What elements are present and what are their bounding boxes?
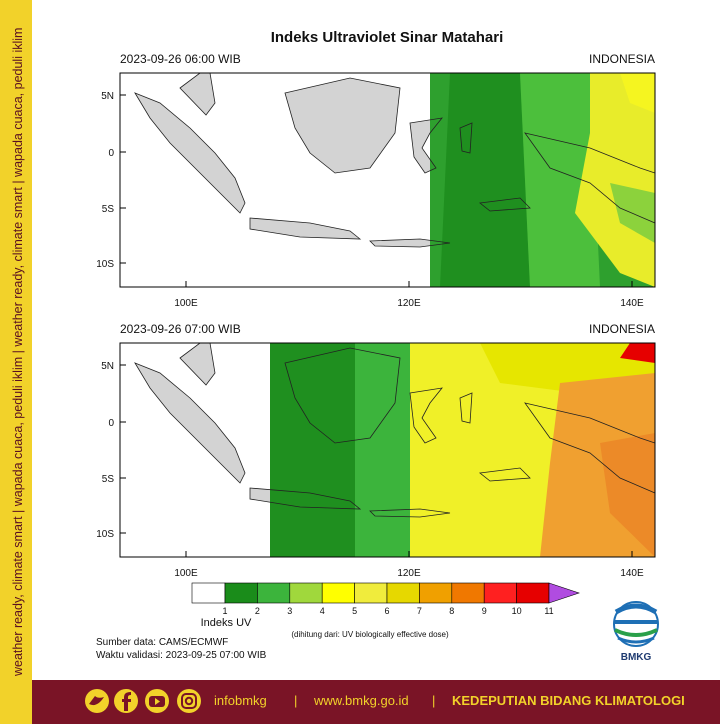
legend-tick-label: 1 xyxy=(222,606,227,616)
lat-tick-label: 10S xyxy=(96,529,114,540)
legend-box xyxy=(386,582,420,604)
valid-time: Waktu validasi: 2023-09-25 07:00 WIB xyxy=(96,650,267,661)
legend-box xyxy=(321,582,355,604)
panel-region: INDONESIA xyxy=(589,52,655,66)
coastline xyxy=(459,392,473,424)
coastline xyxy=(479,467,531,482)
panel-region: INDONESIA xyxy=(589,322,655,336)
title: Indeks Ultraviolet Sinar Matahari xyxy=(271,29,504,46)
footer-website[interactable]: www.bmkg.go.id xyxy=(313,693,409,708)
legend-tick-label: 4 xyxy=(320,606,325,616)
coastline xyxy=(369,238,451,248)
legend-tick-label: 9 xyxy=(482,606,487,616)
lat-tick-label: 5S xyxy=(102,204,115,215)
coastline xyxy=(409,117,443,174)
coastline xyxy=(179,342,216,386)
lat-tick-label: 0 xyxy=(108,418,114,429)
legend-tick-label: 5 xyxy=(352,606,357,616)
land xyxy=(180,73,215,115)
sidebar xyxy=(0,0,32,680)
lat-tick-label: 5N xyxy=(101,361,114,372)
coastline xyxy=(369,508,451,518)
uv-field xyxy=(620,73,655,113)
map-frame xyxy=(119,72,656,288)
legend-box xyxy=(354,582,388,604)
legend-tick-label: 10 xyxy=(512,606,522,616)
uv-field xyxy=(520,73,600,287)
legend-tick-label: 8 xyxy=(449,606,454,616)
lon-tick-label: 120E xyxy=(397,298,421,309)
uv-field xyxy=(440,73,530,287)
legend-box xyxy=(191,582,226,604)
legend-box xyxy=(257,582,291,604)
legend-tick-label: 2 xyxy=(255,606,260,616)
legend-title: Indeks UV xyxy=(201,617,252,629)
social-icons xyxy=(85,689,201,713)
legend-box xyxy=(516,582,550,604)
panels: 5N 0 5S 10S 100E 120E 140E 2023-09-26 06:00 WIB… xyxy=(96,52,656,579)
footer-handle[interactable]: infobmkg xyxy=(214,693,267,708)
footer-separator: | xyxy=(294,693,297,708)
legend-tick-label: 11 xyxy=(544,606,553,616)
legend-box xyxy=(289,582,323,604)
coastline xyxy=(479,197,531,212)
lat-tick-label: 5N xyxy=(101,91,114,102)
land xyxy=(180,343,215,385)
lat-tick-label: 10S xyxy=(96,259,114,270)
coastline xyxy=(134,92,246,214)
panel-datetime: 2023-09-26 07:00 WIB xyxy=(120,322,241,336)
source: Sumber data: CAMS/ECMWF xyxy=(96,637,228,648)
coastline xyxy=(249,217,362,240)
land xyxy=(285,78,400,173)
lon-tick-label: 100E xyxy=(174,568,198,579)
legend-box xyxy=(224,582,258,604)
sidebar-text: weather ready, climate smart | wapada cu… xyxy=(11,28,25,677)
map-panel: 5N 0 5S 10S 100E 120E 140E xyxy=(96,72,656,309)
legend-box xyxy=(483,582,517,604)
legend-tick-label: 3 xyxy=(287,606,292,616)
map-frame xyxy=(119,342,656,558)
coastline xyxy=(284,77,401,174)
footer-department: KEDEPUTIAN BIDANG KLIMATOLOGI xyxy=(452,693,685,708)
map-panel: 5N 0 5S 10S 100E 120E 140E xyxy=(96,342,656,579)
coastline xyxy=(134,362,246,484)
land xyxy=(250,218,360,239)
legend-note: (dihitung dari: UV biologically effectiv… xyxy=(291,630,449,639)
coastline xyxy=(179,72,216,116)
legend-tick-label: 7 xyxy=(417,606,422,616)
lon-tick-label: 140E xyxy=(620,298,644,309)
panel-datetime: 2023-09-26 06:00 WIB xyxy=(120,52,241,66)
land xyxy=(410,118,442,173)
coastline xyxy=(249,487,362,510)
legend-tick-label: 6 xyxy=(384,606,389,616)
lon-tick-label: 100E xyxy=(174,298,198,309)
lon-tick-label: 120E xyxy=(397,568,421,579)
coastline xyxy=(284,347,401,444)
uv-field xyxy=(620,343,655,363)
instagram-icon[interactable] xyxy=(177,689,201,713)
footer-separator: | xyxy=(432,693,435,708)
footer-corner xyxy=(0,680,32,724)
lon-tick-label: 140E xyxy=(620,568,644,579)
legend: 1 2 3 4 5 6 7 8 9 10 11 xyxy=(191,582,580,616)
lat-tick-label: 0 xyxy=(108,148,114,159)
land xyxy=(135,363,245,483)
logo xyxy=(613,601,659,647)
legend-arrow xyxy=(548,582,580,604)
uv-field xyxy=(575,73,655,287)
uv-field xyxy=(600,433,655,557)
lat-tick-label: 5S xyxy=(102,474,115,485)
coastline xyxy=(459,122,473,154)
legend-box xyxy=(451,582,485,604)
land xyxy=(135,93,245,213)
logo-text: BMKG xyxy=(621,652,652,663)
legend-box xyxy=(419,582,453,604)
coastline xyxy=(409,387,443,444)
